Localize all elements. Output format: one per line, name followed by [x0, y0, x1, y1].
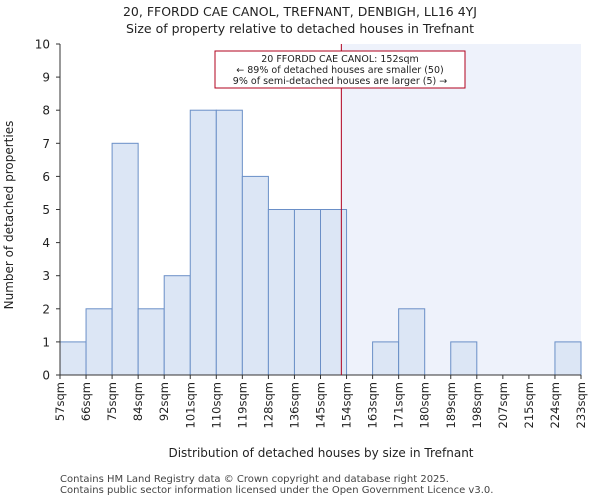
x-tick-label: 84sqm [131, 382, 145, 421]
y-tick-label: 7 [42, 137, 50, 151]
larger-region-shade [341, 44, 581, 375]
annotation-line-1: 20 FFORDD CAE CANOL: 152sqm [261, 54, 419, 65]
x-tick-label: 57sqm [53, 382, 67, 421]
x-tick-label: 180sqm [418, 382, 432, 428]
histogram-bar [554, 341, 582, 376]
x-tick-label: 75sqm [105, 382, 119, 421]
x-tick-label: 145sqm [314, 382, 328, 428]
x-tick-label: 66sqm [79, 382, 93, 421]
annotation-line-3: 9% of semi-detached houses are larger (5… [233, 76, 447, 87]
y-tick-label: 2 [42, 302, 50, 316]
x-tick-label: 163sqm [366, 382, 380, 428]
chart-title: 20, FFORDD CAE CANOL, TREFNANT, DENBIGH,… [122, 4, 477, 19]
histogram-bar [111, 142, 139, 376]
chart-subtitle: Size of property relative to detached ho… [125, 21, 475, 36]
histogram-bar [372, 341, 400, 376]
x-tick-label: 171sqm [392, 382, 406, 428]
y-tick-label: 0 [42, 369, 50, 383]
x-tick-label: 224sqm [548, 382, 562, 428]
y-tick-label: 9 [42, 71, 50, 85]
histogram-bar [137, 308, 165, 376]
histogram-bar [59, 341, 87, 376]
x-tick-label: 215sqm [522, 382, 536, 428]
footer-license: Contains public sector information licen… [60, 485, 494, 496]
y-axis-label: Number of detached properties [2, 121, 16, 310]
histogram-bar [398, 308, 426, 376]
histogram-bar [241, 175, 269, 376]
annotation-box [214, 50, 466, 89]
y-tick-label: 10 [35, 38, 50, 52]
footer-copyright: Contains HM Land Registry data © Crown c… [60, 474, 449, 485]
x-tick-label: 207sqm [496, 382, 510, 428]
y-tick-label: 3 [42, 269, 50, 283]
x-tick-label: 189sqm [444, 382, 458, 428]
x-tick-label: 92sqm [157, 382, 171, 421]
x-tick-label: 136sqm [287, 382, 301, 428]
histogram-bar [85, 308, 113, 376]
histogram-bar [293, 209, 322, 376]
histogram-bar [450, 341, 478, 376]
y-tick-label: 6 [42, 170, 50, 184]
histogram-bar [215, 109, 243, 376]
y-tick-label: 5 [42, 203, 50, 217]
histogram-bar [189, 109, 217, 376]
y-tick-label: 8 [42, 104, 50, 118]
x-axis-label: Distribution of detached houses by size … [168, 446, 473, 460]
x-tick-label: 233sqm [574, 382, 588, 428]
y-tick-label: 1 [42, 335, 50, 349]
annotation-line-2: ← 89% of detached houses are smaller (50… [236, 65, 443, 76]
y-tick-label: 4 [42, 236, 50, 250]
histogram-bar [163, 275, 191, 376]
x-tick-label: 128sqm [261, 382, 275, 428]
x-tick-label: 198sqm [470, 382, 484, 428]
x-tick-label: 110sqm [209, 382, 223, 428]
histogram-bar [267, 209, 295, 376]
x-tick-label: 154sqm [340, 382, 354, 428]
x-tick-label: 119sqm [235, 382, 249, 428]
x-tick-label: 101sqm [183, 382, 197, 428]
histogram-bar [320, 209, 348, 376]
